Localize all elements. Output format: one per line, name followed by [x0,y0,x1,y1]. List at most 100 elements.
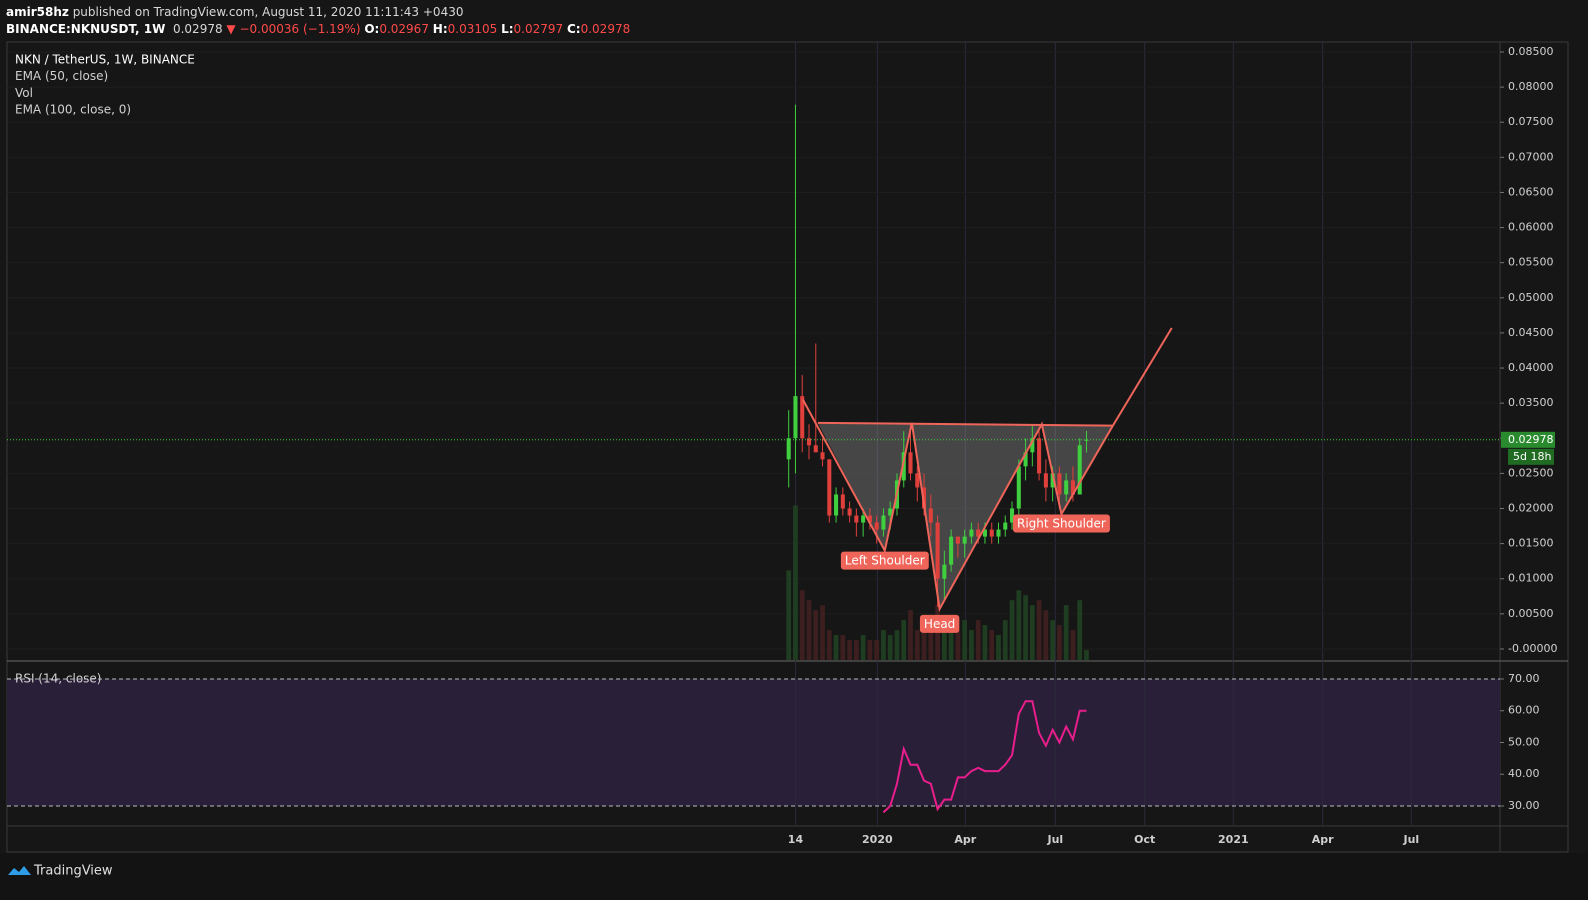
volume-bar [941,615,947,660]
symbol: BINANCE:NKNUSDT, 1W [6,22,166,36]
candle-body [908,452,913,474]
price: 0.02978 [172,22,223,36]
candle-body [1003,522,1008,530]
candle-body [1030,438,1035,453]
candle-body [1084,439,1089,441]
volume-bar [921,625,927,660]
x-tick-label: Oct [1134,833,1155,846]
pattern-label-box [840,551,929,570]
volume-bar [1084,650,1089,660]
ohlc-key: O: [364,22,380,36]
pattern-fill [817,422,1113,609]
rsi-tick-label: 40.00 [1508,767,1540,780]
pattern-label-box [919,614,960,633]
volume-bar [989,630,995,660]
volume-bar [1023,595,1028,660]
x-tick-label: Apr [954,833,976,846]
change: ▼ −0.00036 (−1.19%) [226,22,361,36]
ohlc-value: 0.02797 [513,22,564,36]
countdown: 5d 18h [1513,450,1551,463]
volume-bar [996,635,1001,660]
y-tick-label: 0.08500 [1508,45,1554,58]
footer-bar [0,853,1588,900]
candle-body [806,438,812,446]
candle-body [867,515,872,523]
y-tick-label: 0.07500 [1508,115,1554,128]
candle-body [1010,508,1015,523]
volume-bar [928,620,934,660]
candle-body [942,564,947,579]
candle-body [834,494,839,516]
pattern-label: Right Shoulder [1013,514,1110,533]
candle-body [1070,480,1075,495]
x-tick-label: Jul [1402,833,1419,846]
volume-bar [833,635,839,660]
pattern-outline [802,327,1173,613]
volume-bar [820,605,825,660]
ohlc-value: 0.02967 [379,22,429,36]
volume-bar [881,630,886,660]
candle-body [901,452,906,481]
pattern-label-text: Left Shoulder [845,554,925,568]
x-tick-label: 14 [788,833,804,846]
ohlc-key: L: [501,22,514,36]
rsi-tick-label: 50.00 [1508,735,1540,748]
candle-body [854,515,859,523]
countdown-box [1508,448,1554,465]
volume-bar [1043,610,1049,660]
candle-body [928,508,933,523]
candle-body [827,459,832,516]
volume-bar [813,610,819,660]
volume-bar [1063,605,1069,660]
y-tick-label: 0.03500 [1508,396,1554,409]
volume-bar [962,620,968,660]
ohlc-value: 0.02978 [580,22,631,36]
volume-bar [975,620,981,660]
y-tick-label: 0.00500 [1508,607,1554,620]
volume-bar [894,630,900,660]
candle-body [1064,480,1069,495]
volume-bar [908,610,913,660]
candle-body [915,473,920,488]
candle-body [820,452,825,460]
pattern-label-text: Right Shoulder [1017,516,1106,530]
logo [8,866,31,875]
candle-body [949,536,954,565]
y-tick-label: 0.07000 [1508,150,1554,163]
volume-bar [1002,620,1008,660]
candle-body [955,536,960,544]
candle-body [989,529,994,537]
candle-body [982,529,987,537]
last-price-box [1501,431,1555,448]
volume-bar [1016,590,1022,660]
volume-bar [1050,620,1056,660]
volume-bar [1057,625,1062,660]
candle-body [840,494,845,509]
candle-body [881,515,886,530]
candle-body [861,515,866,523]
volume-bar [867,640,873,660]
volume-bar [806,600,812,660]
published: published on TradingView.com, August 11,… [72,5,464,19]
candle-body [969,529,974,537]
candle-body [976,529,981,537]
volume-bar [793,505,798,660]
symbol-line: BINANCE:NKNUSDT, 1W 0.02978 ▼ −0.00036 (… [6,21,630,38]
y-tick-label: 0.05000 [1508,291,1554,304]
candle-body [888,508,893,516]
candle-body [800,396,805,439]
y-tick-label: 0.06500 [1508,185,1554,198]
brand: TradingView [33,864,113,879]
ohlc-key: H: [432,22,448,36]
candle-body [935,522,940,579]
volume-bar [1036,600,1042,660]
ohlc-value: 0.03105 [447,22,498,36]
candle-body [1037,438,1042,474]
y-tick-label: -0.00000 [1508,642,1557,655]
y-tick-label: 0.02500 [1508,466,1554,479]
y-tick-label: 0.08000 [1508,80,1554,93]
volume-bar [887,635,893,660]
volume-bar [826,630,832,660]
volume-bar [874,640,880,660]
